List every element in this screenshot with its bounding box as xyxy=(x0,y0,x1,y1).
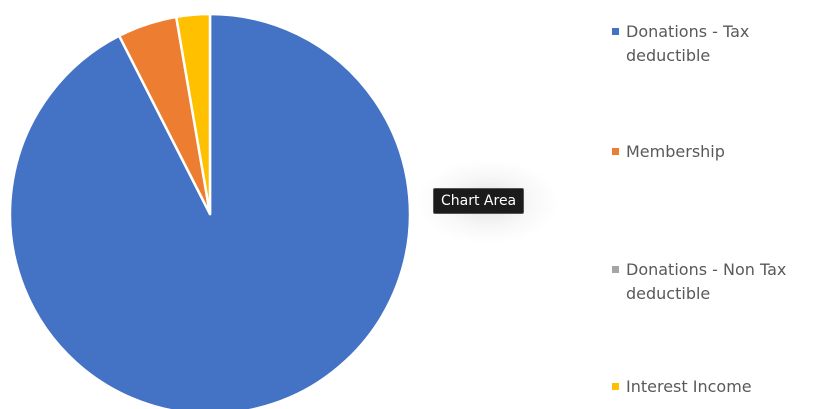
legend-swatch-donations-non-tax-deductible xyxy=(612,266,619,273)
legend-label-interest-income: Interest Income xyxy=(626,377,752,396)
legend-label-membership: Membership xyxy=(626,142,725,161)
legend-item-membership[interactable]: Membership xyxy=(612,140,811,164)
legend-swatch-donations-tax-deductible xyxy=(612,28,619,35)
legend-label-donations-non-tax-deductible: Donations - Non Tax deductible xyxy=(626,260,787,303)
legend-swatch-membership xyxy=(612,148,619,155)
legend-item-interest-income[interactable]: Interest Income xyxy=(612,375,811,399)
legend-item-donations-non-tax-deductible[interactable]: Donations - Non Tax deductible xyxy=(612,258,811,306)
legend-label-donations-tax-deductible: Donations - Tax deductible xyxy=(626,22,750,65)
legend-swatch-interest-income xyxy=(612,383,619,390)
chart-area-tooltip: Chart Area xyxy=(433,188,525,214)
legend-item-donations-tax-deductible[interactable]: Donations - Tax deductible xyxy=(612,20,811,68)
pie-slice-interest-income[interactable] xyxy=(174,12,212,216)
